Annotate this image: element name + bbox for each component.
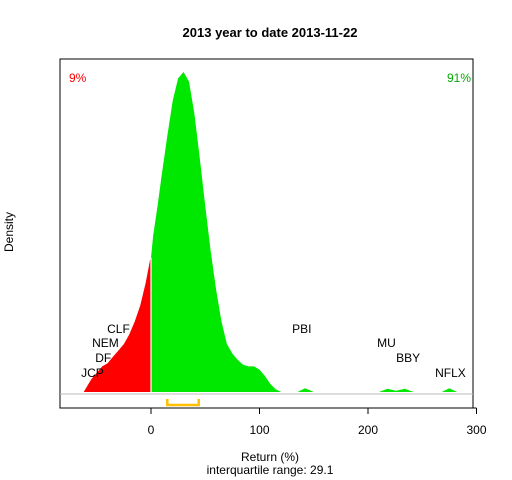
chart-title: 2013 year to date 2013-11-22 — [183, 25, 358, 40]
chart-subtitle: interquartile range: 29.1 — [207, 463, 334, 477]
annotation-label: JCP — [81, 366, 104, 380]
x-axis-label: Return (%) — [241, 450, 299, 464]
x-tick-label: 100 — [249, 423, 269, 437]
annotation-label: PBI — [292, 322, 311, 336]
annotation-label: NEM — [92, 336, 119, 350]
positive-return-area — [151, 72, 457, 392]
iqr-bracket — [166, 399, 200, 407]
annotation-label: CLF — [107, 322, 130, 336]
negative-return-area — [83, 257, 151, 392]
x-axis: 0 100 200 300 — [148, 407, 487, 437]
y-axis-label: Density — [2, 212, 16, 252]
x-tick-label: 0 — [148, 423, 155, 437]
iqr-bracket-line — [166, 399, 200, 407]
annotation-label: MU — [377, 336, 396, 350]
x-tick-label: 300 — [466, 423, 486, 437]
negative-share-label: 9% — [69, 71, 87, 85]
positive-share-label: 91% — [447, 71, 471, 85]
annotation-label: NFLX — [435, 366, 466, 380]
density-areas — [83, 72, 457, 392]
annotation-label: DF — [95, 351, 111, 365]
x-tick-label: 200 — [358, 423, 378, 437]
annotation-label: BBY — [396, 351, 420, 365]
